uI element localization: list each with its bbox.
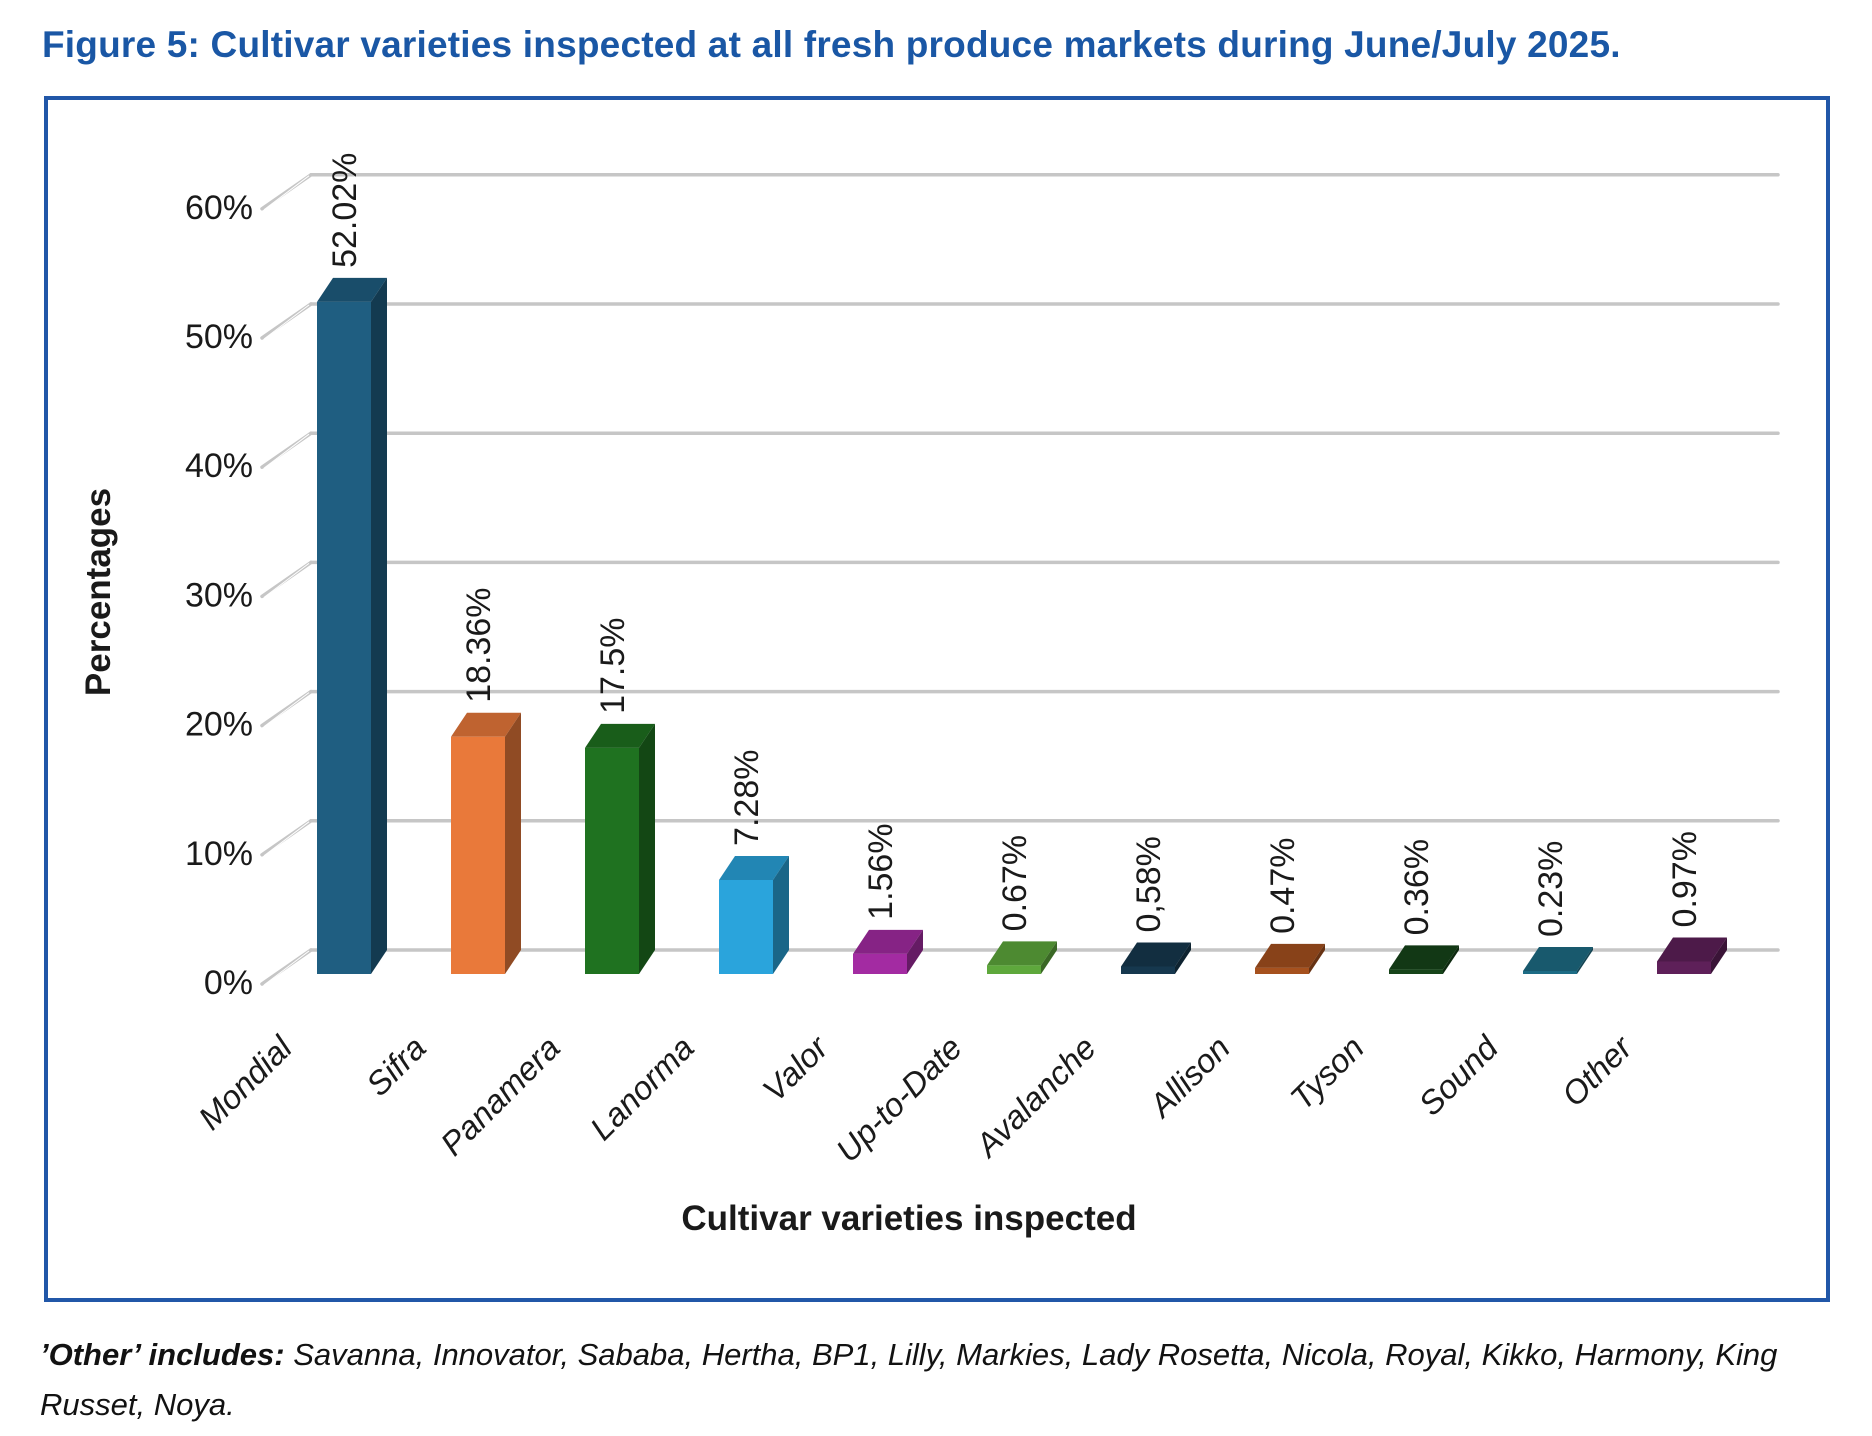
note-lead: ’Other’ includes: xyxy=(40,1337,285,1372)
svg-text:Panamera: Panamera xyxy=(433,1029,567,1163)
svg-text:Sifra: Sifra xyxy=(359,1029,433,1103)
svg-text:0.36%: 0.36% xyxy=(1398,839,1436,935)
svg-text:30%: 30% xyxy=(185,576,253,614)
svg-text:Sound: Sound xyxy=(1411,1028,1506,1123)
svg-text:7.28%: 7.28% xyxy=(728,750,766,846)
svg-text:10%: 10% xyxy=(185,835,253,873)
chart-container: 0% 10% 20% 30% 40% 50% 60% 52.02% Mondial 18.36% S… xyxy=(44,96,1830,1302)
svg-text:50%: 50% xyxy=(185,318,253,356)
svg-text:0.23%: 0.23% xyxy=(1532,841,1570,937)
bar-chart: 0% 10% 20% 30% 40% 50% 60% 52.02% Mondial 18.36% S… xyxy=(79,153,1780,1238)
svg-text:52.02%: 52.02% xyxy=(326,153,364,268)
svg-text:40%: 40% xyxy=(185,447,253,485)
svg-text:0.97%: 0.97% xyxy=(1666,831,1704,927)
svg-text:1.56%: 1.56% xyxy=(862,823,900,919)
svg-text:Allison: Allison xyxy=(1141,1029,1237,1125)
note-body: Savanna, Innovator, Sababa, Hertha, BP1,… xyxy=(40,1337,1778,1422)
other-includes-note: ’Other’ includes: Savanna, Innovator, Sa… xyxy=(40,1330,1840,1429)
svg-text:0.67%: 0.67% xyxy=(996,835,1034,931)
svg-text:Lanorma: Lanorma xyxy=(583,1029,701,1147)
svg-text:Avalanche: Avalanche xyxy=(967,1029,1103,1165)
svg-text:Mondial: Mondial xyxy=(191,1028,300,1137)
figure-title: Figure 5: Cultivar varieties inspected a… xyxy=(42,24,1621,65)
svg-text:Up-to-Date: Up-to-Date xyxy=(829,1029,969,1169)
svg-text:0%: 0% xyxy=(204,964,253,1002)
svg-text:20%: 20% xyxy=(185,706,253,744)
svg-text:0,58%: 0,58% xyxy=(1130,836,1168,932)
svg-text:0.47%: 0.47% xyxy=(1264,838,1302,934)
svg-text:17.5%: 17.5% xyxy=(594,617,632,713)
svg-text:Tyson: Tyson xyxy=(1283,1029,1371,1117)
svg-text:Valor: Valor xyxy=(755,1027,836,1108)
svg-text:18.36%: 18.36% xyxy=(460,587,498,702)
svg-text:Other: Other xyxy=(1554,1027,1640,1113)
svg-text:Cultivar varieties inspected: Cultivar varieties inspected xyxy=(681,1199,1136,1238)
svg-text:Percentages: Percentages xyxy=(79,488,118,696)
svg-text:60%: 60% xyxy=(185,189,253,227)
